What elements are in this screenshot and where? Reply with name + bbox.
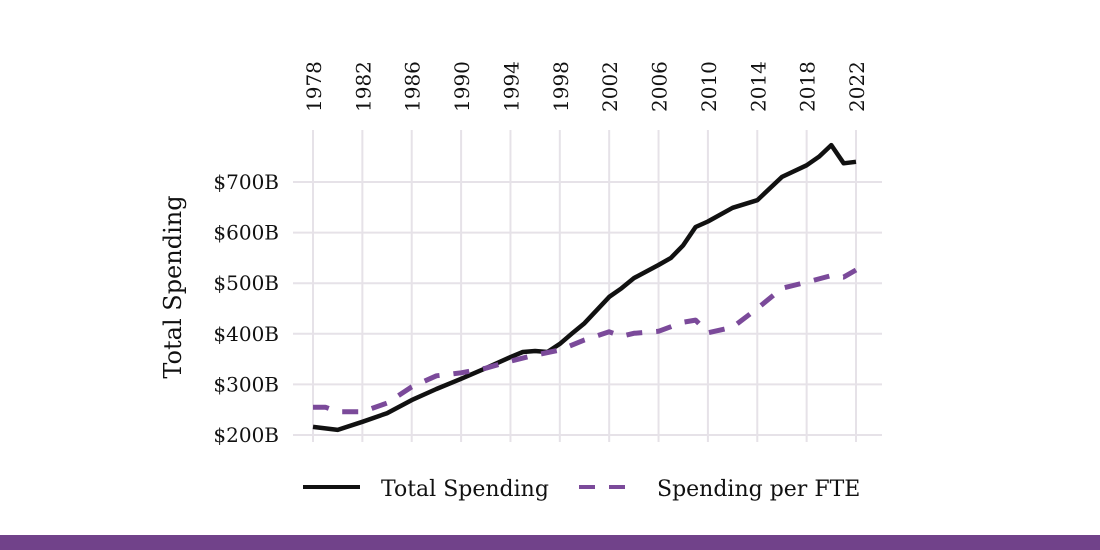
- x-tick-label: 2018: [796, 61, 820, 112]
- grid: [293, 130, 882, 442]
- x-tick-label: 2010: [697, 61, 721, 112]
- x-tick-label: 2022: [845, 61, 869, 112]
- legend: Total Spending Spending per FTE: [303, 477, 860, 502]
- x-tick-labels: 1978 1982 1986 1990 1994 1998 2002 2006 2010 2014…: [302, 61, 869, 112]
- y-tick-labels: $200B $300B $400B $500B $600B $700B: [213, 170, 279, 447]
- x-tick-label: 2002: [598, 61, 622, 112]
- x-tick-label: 1978: [302, 61, 326, 112]
- x-tick-label: 1998: [549, 61, 573, 112]
- x-tick-label: 2006: [648, 61, 672, 112]
- x-tick-label: 1990: [450, 61, 474, 112]
- x-tick-label: 1982: [351, 61, 375, 112]
- series-lines: [312, 142, 858, 433]
- legend-label-total-spending: Total Spending: [381, 477, 549, 502]
- legend-label-spending-per-fte: Spending per FTE: [657, 477, 860, 502]
- footer-bar: [0, 535, 1100, 550]
- x-tick-label: 1986: [401, 61, 425, 112]
- series-line-total-spending: [312, 142, 857, 433]
- x-tick-label: 2014: [746, 61, 770, 112]
- y-tick-label: $700B: [213, 170, 279, 194]
- y-tick-label: $200B: [213, 423, 279, 447]
- y-tick-label: $600B: [213, 221, 279, 245]
- y-tick-label: $400B: [213, 322, 279, 346]
- y-axis-title: Total Spending: [159, 195, 187, 378]
- y-tick-label: $300B: [213, 372, 279, 396]
- x-tick-label: 1994: [499, 61, 523, 112]
- series-line-spending-per-fte: [313, 267, 858, 415]
- y-tick-label: $500B: [213, 271, 279, 295]
